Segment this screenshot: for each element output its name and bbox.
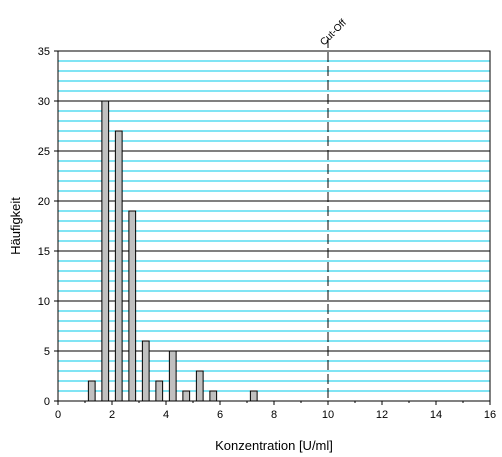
bar <box>195 370 204 402</box>
x-axis-ticks: 0 2 4 6 8 10 12 14 16 <box>55 401 496 421</box>
bar <box>87 380 96 402</box>
x-tick-label: 8 <box>271 409 277 421</box>
x-tick-label: 12 <box>376 409 388 421</box>
y-axis-ticks: 0 5 10 15 20 25 30 35 <box>38 46 58 408</box>
bar <box>128 210 137 402</box>
bar <box>168 350 177 402</box>
bar <box>182 390 191 402</box>
y-tick-label: 35 <box>38 46 50 58</box>
x-tick-label: 0 <box>55 409 61 421</box>
x-tick-label: 16 <box>484 409 496 421</box>
y-tick-label: 5 <box>44 346 50 358</box>
y-tick-label: 10 <box>38 296 50 308</box>
y-tick-label: 20 <box>38 196 50 208</box>
bar <box>141 340 150 402</box>
bar <box>114 130 123 402</box>
plot-area <box>58 51 490 401</box>
x-tick-label: 6 <box>217 409 223 421</box>
y-tick-label: 15 <box>38 246 50 258</box>
bar <box>209 390 218 402</box>
x-tick-label: 14 <box>430 409 442 421</box>
bar <box>101 100 110 402</box>
bar <box>155 380 164 402</box>
y-tick-label: 25 <box>38 146 50 158</box>
x-tick-label: 10 <box>322 409 334 421</box>
cutoff-label: Cut-Off <box>318 18 349 49</box>
x-tick-label: 4 <box>163 409 169 421</box>
y-tick-label: 30 <box>38 96 50 108</box>
x-tick-label: 2 <box>109 409 115 421</box>
y-axis-title: Häufigkeit <box>8 197 23 255</box>
y-tick-label: 0 <box>44 396 50 408</box>
x-axis-title: Konzentration [U/ml] <box>215 438 333 453</box>
bar <box>249 390 258 402</box>
